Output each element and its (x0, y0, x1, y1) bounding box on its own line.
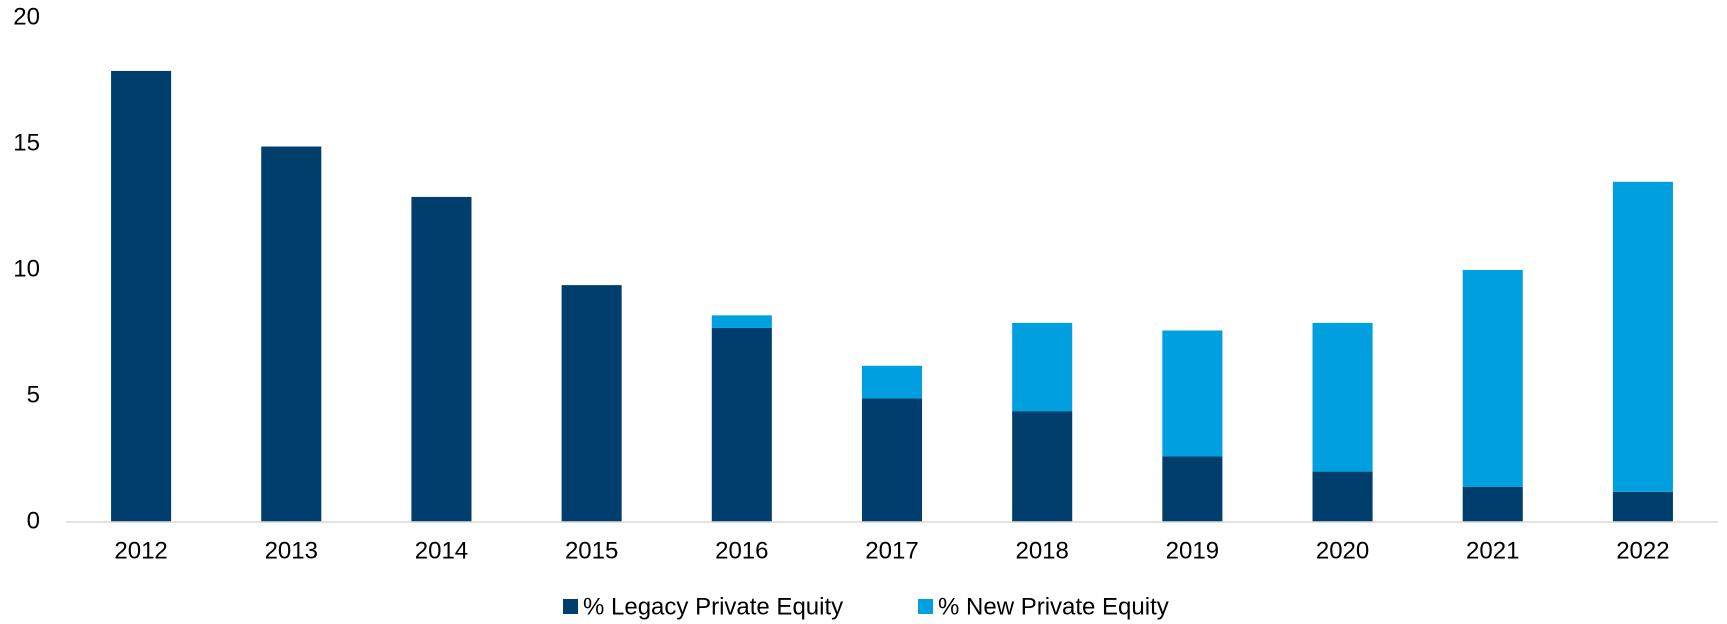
bar-segment (1162, 330, 1223, 457)
bar-segment (861, 398, 923, 522)
x-tick-label: 2019 (1166, 537, 1219, 564)
bar-segment (861, 365, 923, 399)
y-tick-label: 5 (27, 381, 40, 408)
bar-segment (1012, 411, 1073, 522)
y-tick-label: 15 (13, 129, 40, 156)
bar-segment (561, 285, 622, 522)
x-tick-label: 2021 (1466, 537, 1519, 564)
y-tick-label: 0 (27, 507, 40, 534)
legend-label: % Legacy Private Equity (583, 593, 843, 620)
x-tick-label: 2016 (715, 537, 768, 564)
x-tick-label: 2014 (415, 537, 468, 564)
bar-segment (1612, 181, 1673, 492)
x-tick-label: 2015 (565, 537, 618, 564)
bar-segment (1312, 322, 1373, 472)
x-tick-label: 2013 (265, 537, 318, 564)
bar-segment (1462, 270, 1523, 487)
bar-segment (111, 70, 172, 523)
legend-swatch (918, 599, 933, 614)
x-tick-label: 2020 (1316, 537, 1369, 564)
y-tick-label: 10 (13, 255, 40, 282)
x-tick-label: 2017 (865, 537, 918, 564)
bar-segment (711, 327, 772, 522)
x-tick-label: 2018 (1015, 537, 1068, 564)
legend-swatch (563, 599, 578, 614)
bar-segment (1162, 456, 1223, 522)
y-tick-label: 20 (13, 3, 40, 30)
x-tick-label: 2022 (1616, 537, 1669, 564)
bar-segment (1462, 486, 1523, 522)
bar-segment (1312, 471, 1373, 522)
legend-label: % New Private Equity (938, 593, 1169, 620)
bar-segment (1612, 491, 1673, 522)
x-tick-label: 2012 (114, 537, 167, 564)
bar-segment (711, 315, 772, 328)
bar-segment (411, 196, 472, 523)
bar-segment (1012, 322, 1073, 412)
bar-segment (261, 146, 322, 522)
